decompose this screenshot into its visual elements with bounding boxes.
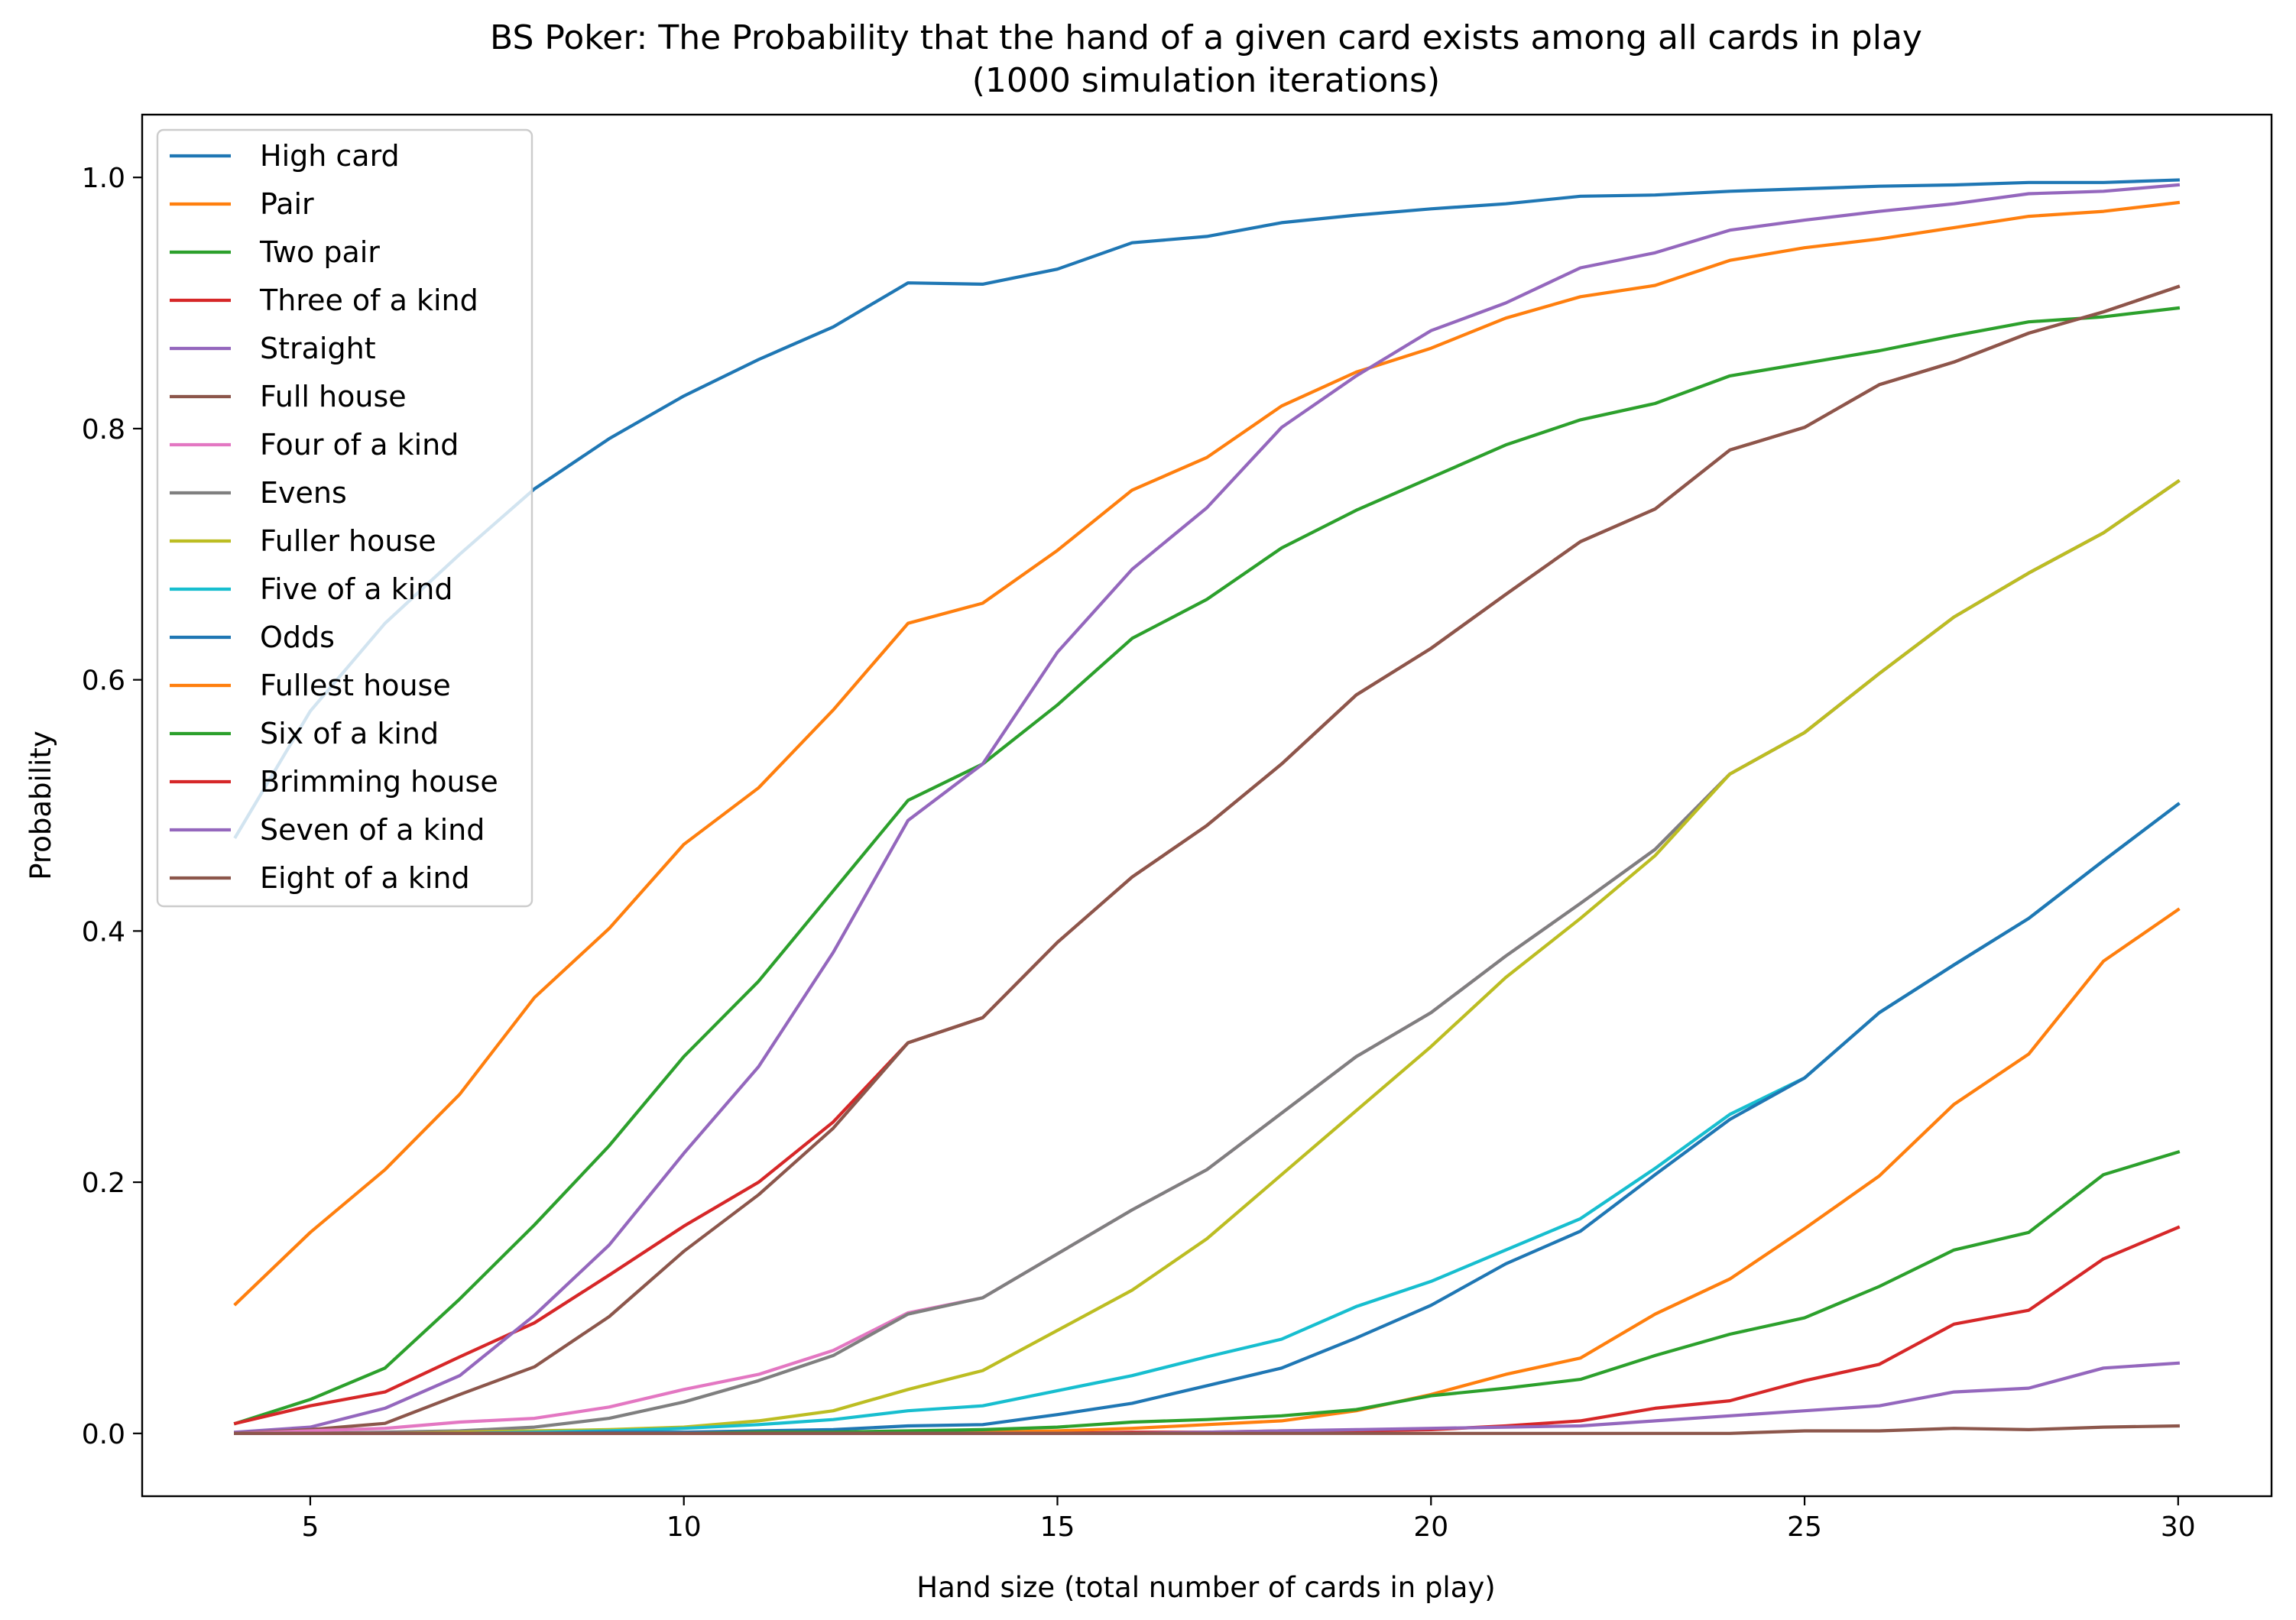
legend-label: Odds	[260, 620, 335, 654]
series-line-15	[234, 1424, 2180, 1435]
legend-label: Pair	[260, 187, 314, 221]
x-tick-label: 20	[1413, 1511, 1448, 1543]
legend-label: Two pair	[259, 235, 380, 269]
series-line-2	[233, 306, 2181, 1426]
series-line-4	[233, 183, 2181, 1434]
legend-label: Seven of a kind	[260, 813, 485, 847]
legend-label: Six of a kind	[260, 717, 439, 750]
legend-box	[156, 128, 533, 908]
x-tick-label: 15	[1040, 1511, 1075, 1543]
chart-title: BS Poker: The Probability that the hand …	[490, 18, 1922, 57]
legend-label: Four of a kind	[260, 428, 459, 462]
legend-label: Brimming house	[260, 765, 498, 799]
legend-label: Fullest house	[260, 669, 451, 702]
series-layer	[233, 178, 2181, 1436]
legend-label: Eight of a kind	[260, 861, 470, 895]
y-tick-label: 1.0	[82, 163, 125, 194]
y-tick-label: 0.4	[82, 916, 125, 948]
legend: High card Pair Two pair Three of a kind Stra…	[156, 128, 533, 908]
y-tick-label: 0.8	[82, 414, 125, 446]
x-tick-label: 30	[2161, 1511, 2196, 1543]
x-axis: 5 10 15 20 25 30	[301, 1496, 2196, 1543]
y-tick-label: 0.0	[82, 1419, 125, 1450]
x-tick-label: 25	[1787, 1511, 1822, 1543]
legend-items: High card Pair Two pair Three of a kind Stra…	[170, 139, 498, 895]
y-tick-label: 0.6	[82, 666, 125, 697]
y-tick-label: 0.2	[82, 1168, 125, 1199]
legend-label: Full house	[260, 380, 407, 413]
legend-label: High card	[260, 139, 400, 173]
series-line-1	[233, 200, 2181, 1307]
chart-subtitle: (1000 simulation iterations)	[972, 61, 1440, 100]
x-axis-label: Hand size (total number of cards in play…	[916, 1571, 1495, 1604]
legend-label: Straight	[260, 332, 376, 365]
legend-label: Evens	[260, 476, 347, 510]
series-line-5	[233, 284, 2181, 1436]
legend-label: Three of a kind	[259, 284, 478, 317]
y-axis-label: Probability	[24, 731, 57, 880]
series-line-0	[233, 178, 2180, 839]
x-tick-label: 5	[301, 1511, 319, 1543]
x-tick-label: 10	[666, 1511, 702, 1543]
legend-label: Fuller house	[260, 524, 436, 558]
legend-label: Five of a kind	[260, 572, 452, 606]
y-axis: 0.0 0.2 0.4 0.6 0.8 1.0	[82, 163, 142, 1450]
plot-area-frame	[141, 113, 2273, 1498]
